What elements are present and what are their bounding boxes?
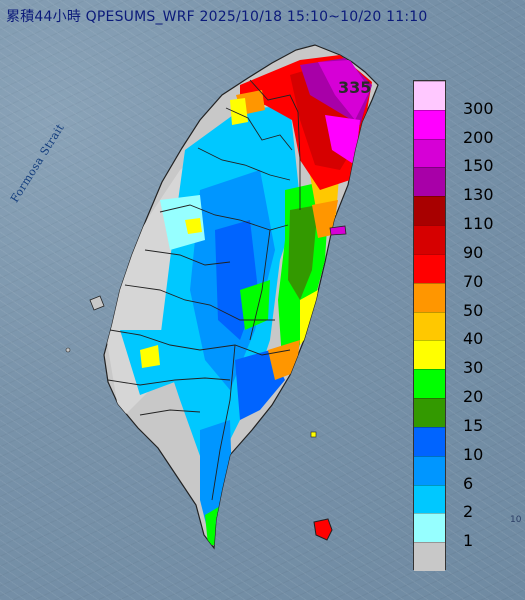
county-boundaries <box>107 79 301 501</box>
legend-label: 15 <box>463 415 484 435</box>
legend-label: 200 <box>463 127 494 147</box>
legend-swatch <box>414 81 445 110</box>
legend-label: 150 <box>463 156 494 176</box>
legend-label: 90 <box>463 242 484 262</box>
legend-swatch <box>414 484 445 514</box>
legend-bar <box>413 80 446 571</box>
legend-label: 300 <box>463 98 494 118</box>
map-title: 累積44小時 QPESUMS_WRF 2025/10/18 15:10~10/2… <box>6 9 428 25</box>
rainfall-layer <box>104 55 372 545</box>
outer-islands <box>65 225 347 541</box>
legend-swatch <box>414 455 445 485</box>
legend-swatch <box>414 282 445 312</box>
legend-swatch <box>414 369 445 399</box>
legend-label: 20 <box>463 387 484 407</box>
legend-label: 40 <box>463 329 484 349</box>
legend-label: 6 <box>463 473 474 493</box>
legend-swatch <box>414 398 445 427</box>
legend-swatch <box>414 109 445 139</box>
legend-swatch <box>414 196 445 226</box>
legend-swatch <box>414 167 445 197</box>
legend-label: 70 <box>463 271 484 291</box>
max-rain-value: 335 <box>338 78 372 97</box>
color-legend: 300 200 150 130 110 90 70 50 40 30 20 15 10 6 2 1 <box>413 80 515 571</box>
legend-swatch <box>414 311 445 341</box>
legend-label: 10 <box>463 444 484 464</box>
legend-label: 1 <box>463 531 474 551</box>
legend-swatch <box>414 426 445 456</box>
legend-swatch <box>414 225 445 254</box>
legend-label: 110 <box>463 214 494 234</box>
legend-swatch <box>414 340 445 370</box>
legend-swatch <box>414 138 445 168</box>
legend-swatch <box>414 542 445 571</box>
edge-mark: 10 <box>510 515 522 525</box>
legend-swatch <box>414 253 445 283</box>
legend-label: 2 <box>463 502 474 522</box>
legend-label: 30 <box>463 358 484 378</box>
legend-label: 50 <box>463 300 484 320</box>
legend-label: 130 <box>463 185 494 205</box>
legend-swatch <box>414 513 445 543</box>
